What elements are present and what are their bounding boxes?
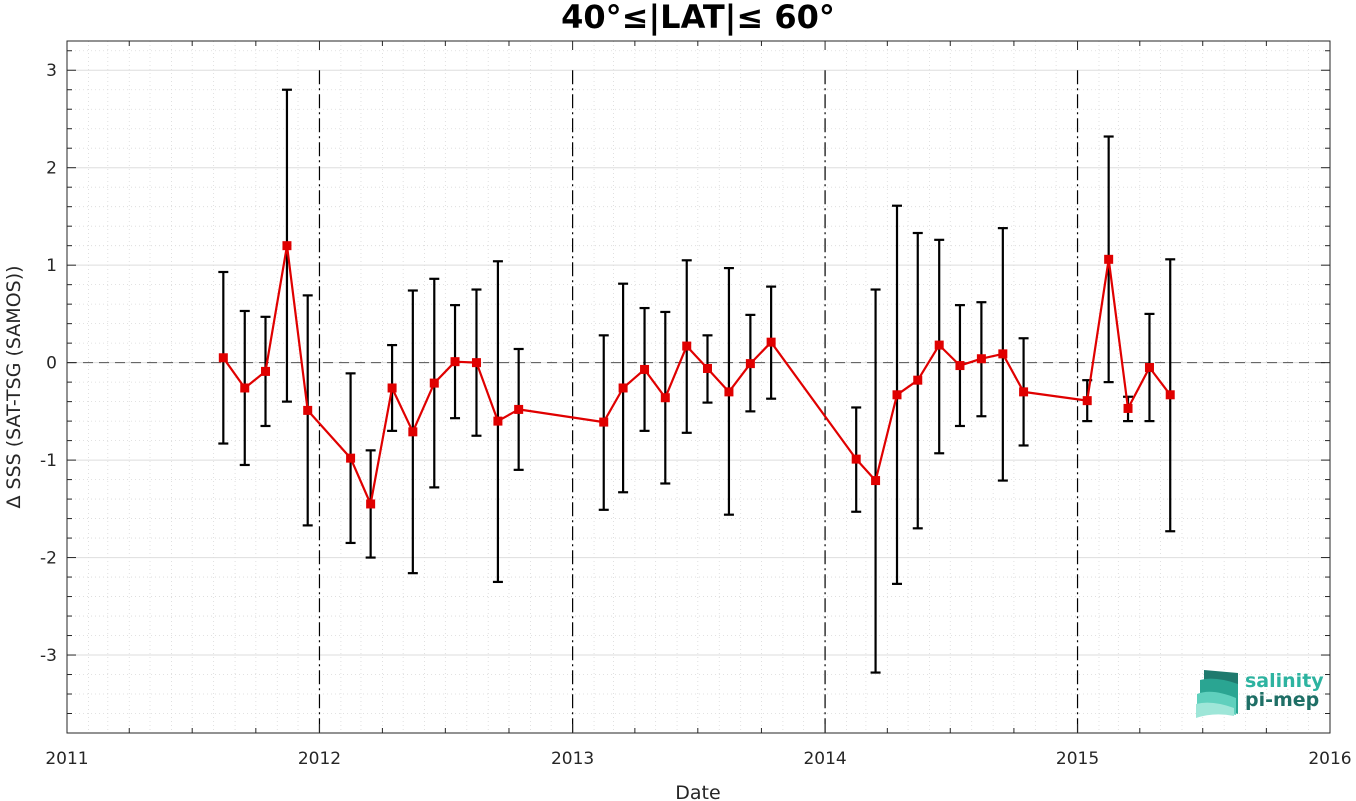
salinity-pi-mep-logo: salinity pi-mep [1196,670,1324,718]
data-point [346,453,356,463]
data-point [599,417,609,427]
axis-ticks [66,41,1331,734]
data-point [955,361,965,371]
data-point [618,383,628,393]
data-point [1123,403,1133,413]
data-point [745,359,755,369]
data-point [682,341,692,351]
logo-text-pi-mep: pi-mep [1245,689,1319,711]
x-tick-label: 2011 [45,749,88,769]
data-point [724,387,734,397]
x-tick-label: 2013 [551,749,594,769]
plot-frame [66,40,1331,734]
data-point [429,378,439,388]
major-grid [67,69,1330,656]
y-tick-labels: 3 2 1 0 -1 -2 -3 [40,61,57,666]
data-series [218,241,1175,509]
data-point [660,393,670,403]
data-point [1165,390,1175,400]
y-tick-label: 0 [46,354,57,374]
data-point [998,349,1008,359]
chart-title: 40°≤|LAT|≤ 60° [561,0,835,37]
x-tick-label: 2016 [1308,749,1351,769]
x-tick-label: 2015 [1056,749,1099,769]
reference-lines [67,70,1330,733]
data-point [408,427,418,437]
data-point [471,358,481,368]
minor-grid [67,41,1330,734]
y-axis-label: Δ SSS (SAT-TSG (SAMOS)) [3,265,25,508]
data-point [976,354,986,364]
data-point [851,454,861,464]
data-point [871,476,881,486]
data-point [450,357,460,367]
data-point [282,241,292,251]
data-point [1104,254,1114,264]
data-point [640,364,650,374]
y-tick-label: 3 [46,61,57,81]
data-point [1082,396,1092,406]
data-point [493,416,503,426]
data-point [934,340,944,350]
y-tick-label: -3 [40,646,57,666]
data-point [387,383,397,393]
y-tick-label: 1 [46,256,57,276]
x-tick-labels: 2011 2012 2013 2014 2015 2016 [45,749,1351,769]
y-tick-label: -1 [40,451,57,471]
x-tick-label: 2014 [803,749,846,769]
wave-logo-icon [1196,670,1238,718]
data-point [366,499,376,509]
x-tick-label: 2012 [298,749,341,769]
data-point [913,375,923,385]
data-point [514,404,524,414]
data-point [766,337,776,347]
data-point [892,390,902,400]
data-point [1019,387,1029,397]
logo-text-salinity: salinity [1245,670,1324,692]
data-point [218,353,228,363]
data-point [261,366,271,376]
data-point [1144,363,1154,373]
plot-area [67,41,1330,733]
data-point [702,363,712,373]
data-point [240,383,250,393]
x-axis-label: Date [675,782,720,801]
data-point [303,405,313,415]
y-tick-label: -2 [40,549,57,569]
y-tick-label: 2 [46,159,57,179]
